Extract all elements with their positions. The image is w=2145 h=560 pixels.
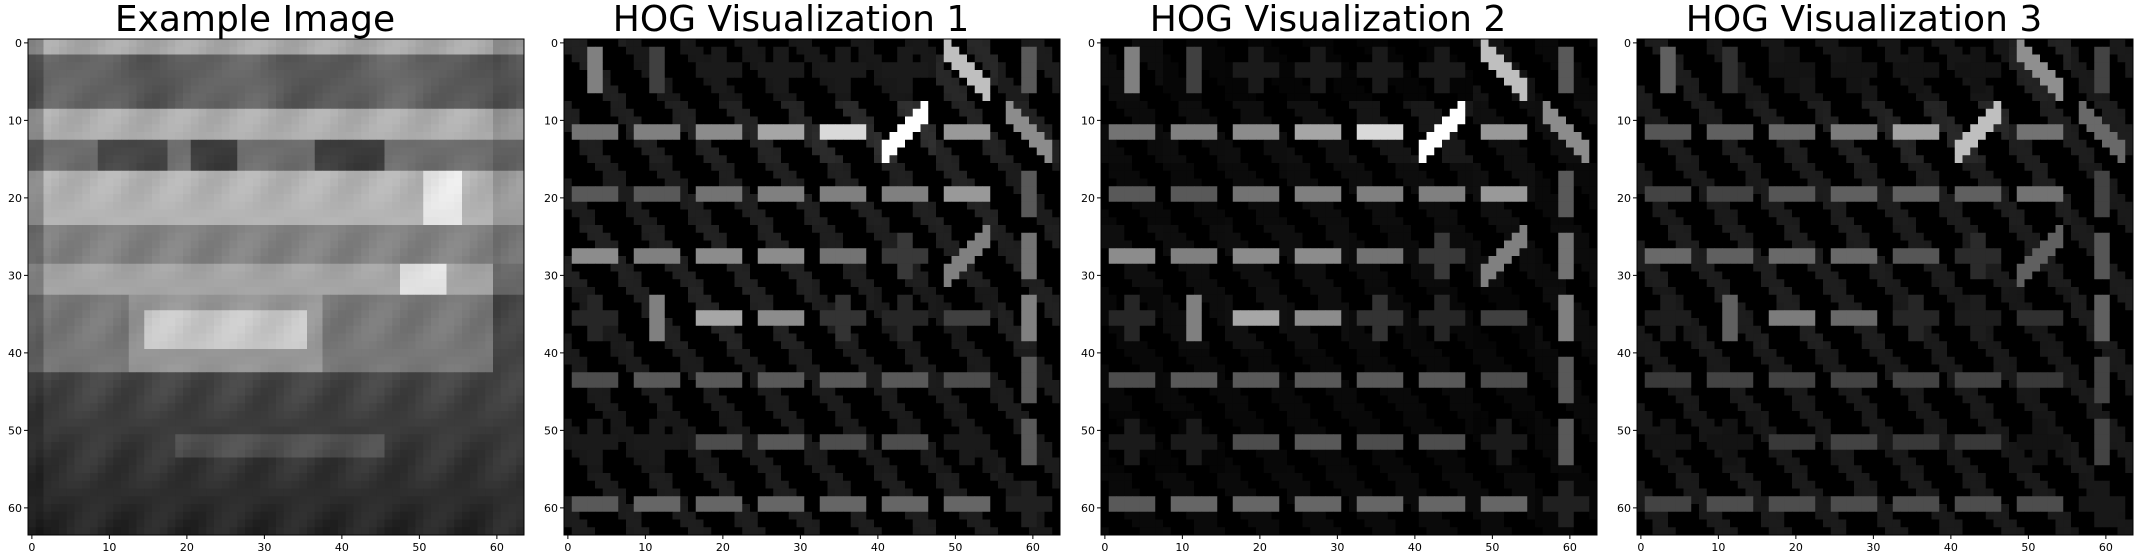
x-tick-label: 0	[564, 541, 571, 554]
x-tick-label: 50	[2021, 541, 2035, 554]
panel-hog-2: HOG Visualization 2 0 10 20 30 40 50 60 0 10 20 30…	[1073, 0, 1598, 560]
y-tick-label: 30	[8, 269, 22, 282]
y-tick-label: 10	[1617, 114, 1631, 127]
panel-title: HOG Visualization 2	[1149, 0, 1507, 40]
x-tick-label: 30	[257, 541, 271, 554]
x-tick-label: 20	[716, 541, 730, 554]
y-tick-label: 40	[8, 347, 22, 360]
hog-image	[1637, 39, 2134, 536]
y-tick-label: 60	[1617, 502, 1631, 515]
x-tick-label: 30	[1330, 541, 1344, 554]
x-tick-label: 60	[2099, 541, 2113, 554]
y-tick-label: 10	[8, 114, 22, 127]
y-tick-label: 60	[8, 502, 22, 515]
y-tick-label: 30	[1617, 269, 1631, 282]
x-tick-label: 40	[1944, 541, 1958, 554]
x-tick-label: 50	[948, 541, 962, 554]
x-tick-label: 0	[1637, 541, 1644, 554]
x-tick-label: 0	[28, 541, 35, 554]
y-tick-label: 10	[1081, 114, 1095, 127]
car-image	[28, 39, 525, 536]
panel-title: HOG Visualization 3	[1685, 0, 2043, 40]
plot-hog-3: 0 10 20 30 40 50 60 0 10 20 30 40 50 60	[1617, 37, 2134, 554]
x-tick-label: 50	[412, 541, 426, 554]
x-tick-label: 60	[1026, 541, 1040, 554]
x-tick-label: 30	[793, 541, 807, 554]
y-tick-label: 20	[1081, 192, 1095, 205]
axes-frame	[1100, 38, 1598, 536]
x-tick-label: 20	[1253, 541, 1267, 554]
y-tick-label: 40	[1081, 347, 1095, 360]
panel-hog-3: HOG Visualization 3 0 10 20 30 40 50 60 0 10 20 30…	[1609, 0, 2134, 560]
y-tick-label: 20	[8, 192, 22, 205]
panel-title: Example Image	[114, 0, 396, 40]
y-tick-label: 0	[551, 37, 558, 50]
hog-image	[564, 39, 1061, 536]
y-tick-label: 0	[15, 37, 22, 50]
x-tick-label: 60	[1563, 541, 1577, 554]
x-tick-label: 10	[102, 541, 116, 554]
axes-frame	[1636, 38, 2134, 536]
y-tick-label: 30	[544, 269, 558, 282]
x-tick-label: 30	[1866, 541, 1880, 554]
y-tick-label: 20	[1617, 192, 1631, 205]
y-tick-label: 50	[1617, 424, 1631, 437]
y-tick-label: 50	[8, 424, 22, 437]
x-tick-label: 10	[1175, 541, 1189, 554]
y-tick-label: 60	[1081, 502, 1095, 515]
panel-hog-1: HOG Visualization 1 0 10 20 30 40 50 60 0 10 20 30…	[536, 0, 1061, 560]
plot-hog-2: 0 10 20 30 40 50 60 0 10 20 30 40 50 60	[1081, 37, 1598, 554]
x-tick-label: 50	[1485, 541, 1499, 554]
y-tick-label: 0	[1088, 37, 1095, 50]
y-tick-label: 0	[1624, 37, 1631, 50]
y-tick-label: 10	[544, 114, 558, 127]
hog-image	[1101, 39, 1598, 536]
axes-frame	[27, 38, 525, 536]
x-tick-label: 20	[1789, 541, 1803, 554]
x-tick-label: 40	[335, 541, 349, 554]
x-tick-label: 60	[490, 541, 504, 554]
x-tick-label: 20	[180, 541, 194, 554]
x-tick-label: 40	[871, 541, 885, 554]
axes-frame	[563, 38, 1061, 536]
y-tick-label: 40	[1617, 347, 1631, 360]
y-tick-label: 30	[1081, 269, 1095, 282]
y-tick-label: 40	[544, 347, 558, 360]
x-tick-label: 10	[1711, 541, 1725, 554]
y-tick-label: 50	[1081, 424, 1095, 437]
plot-example-image: 0 10 20 30 40 50 60 0 10 20 30 40 50 60	[8, 37, 525, 554]
y-tick-label: 20	[544, 192, 558, 205]
x-tick-label: 10	[638, 541, 652, 554]
plot-hog-1: 0 10 20 30 40 50 60 0 10 20 30 40 50 60	[544, 37, 1061, 554]
x-tick-label: 0	[1101, 541, 1108, 554]
y-tick-label: 60	[544, 502, 558, 515]
y-tick-label: 50	[544, 424, 558, 437]
x-tick-label: 40	[1408, 541, 1422, 554]
panel-title: HOG Visualization 1	[612, 0, 970, 40]
panel-example-image: Example Image 0 10 20 30 40 50 60 0 10 20 30 40 50 60	[0, 0, 525, 560]
